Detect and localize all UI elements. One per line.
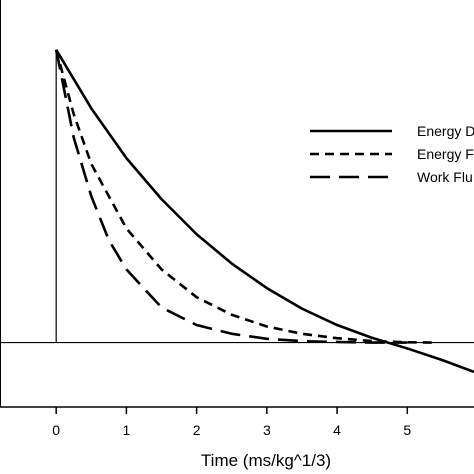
- x-tick-label: 5: [403, 422, 411, 438]
- x-tick-label: 1: [123, 422, 131, 438]
- x-tick-label: 0: [52, 422, 60, 438]
- series-line-2: [54, 49, 436, 344]
- x-tick-label: 3: [263, 422, 271, 438]
- axes-frame: [0, 0, 474, 408]
- legend-label-3: Work Flu: [417, 169, 473, 185]
- x-axis-ticks: 0123456: [52, 407, 474, 438]
- legend: Energy D Energy F Work Flu: [310, 123, 474, 185]
- legend-label-1: Energy D: [417, 123, 474, 139]
- series-layer: [54, 49, 474, 374]
- x-tick-label: 4: [333, 422, 341, 438]
- series-line-1: [55, 49, 474, 374]
- legend-label-2: Energy F: [417, 146, 474, 162]
- series-line-3: [54, 49, 408, 344]
- x-axis-title: Time (ms/kg^1/3): [201, 451, 331, 470]
- x-tick-label: 2: [193, 422, 201, 438]
